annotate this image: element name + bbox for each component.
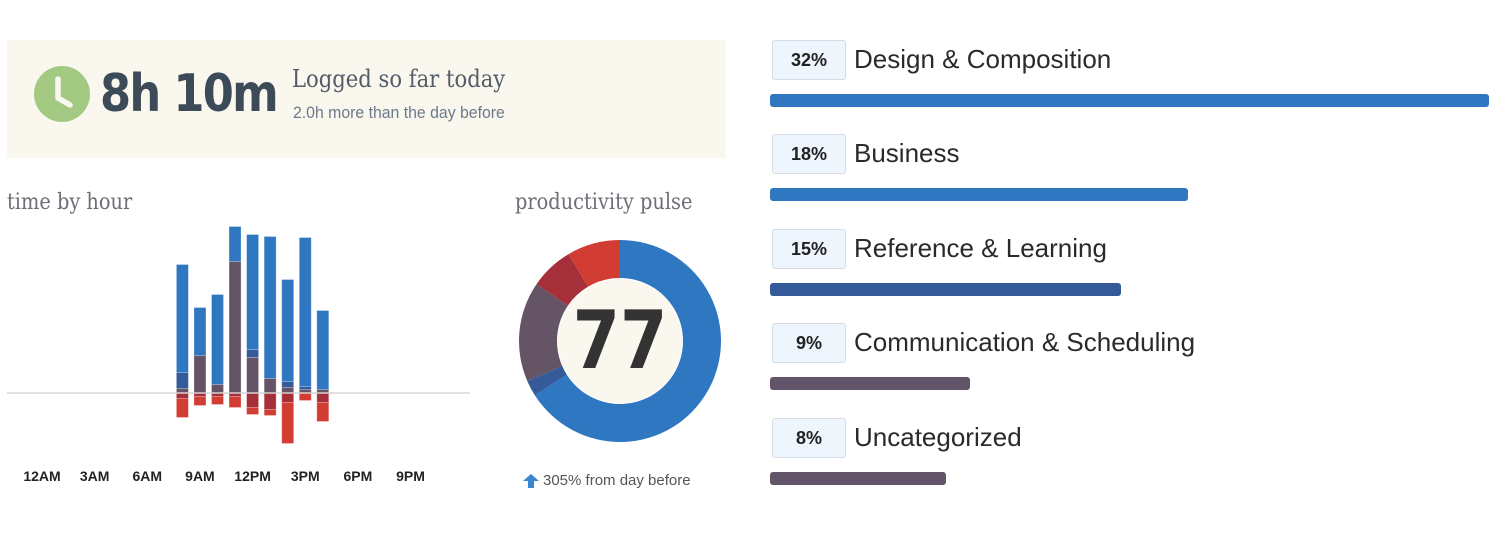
hour-axis-label: 6AM [132,468,163,484]
hour-axis-label: 9PM [396,468,425,484]
hour-bar-segment[interactable] [246,407,260,415]
hour-bar-segment[interactable] [263,378,277,393]
time-by-hour-title: time by hour [7,190,133,215]
logged-comparison: 2.0h more than the day before [293,103,505,122]
category-percent-badge: 18% [772,134,846,174]
arrow-up-icon [523,473,539,488]
hour-bar-segment[interactable] [316,389,330,393]
hour-axis-label: 3PM [290,468,320,484]
clock-icon [34,66,90,122]
category-item[interactable]: 32% Design & Composition [770,40,1495,130]
hour-axis-label: 3AM [79,468,110,484]
hour-bar-segment[interactable] [175,372,189,389]
hour-bar-segment[interactable] [211,396,224,405]
hour-bar-segment[interactable] [281,393,295,403]
hour-bar-segment[interactable] [246,357,260,393]
hour-bar-segment[interactable] [316,393,330,403]
hour-bar-segment[interactable] [211,294,224,385]
hour-axis-label: 12AM [23,468,61,484]
hour-bar-segment[interactable] [281,402,295,444]
hour-bar-segment[interactable] [175,398,189,418]
hour-axis-label: 9AM [185,468,215,484]
hour-bar-segment[interactable] [175,264,189,373]
pulse-segment[interactable] [534,240,721,442]
hour-bar-segment[interactable] [193,393,207,397]
time-by-hour-chart [7,226,470,444]
hour-bar-segment[interactable] [246,349,260,358]
category-label[interactable]: Reference & Learning [854,233,1107,263]
category-bar [770,472,946,485]
category-item[interactable]: 8% Uncategorized [770,418,1495,508]
hour-bar-segment[interactable] [263,393,277,410]
hour-bar-segment[interactable] [298,386,312,390]
hour-bar-segment[interactable] [246,234,260,350]
hour-bar-segment[interactable] [228,261,242,393]
hour-bar-segment[interactable] [211,384,224,393]
category-label[interactable]: Business [854,138,960,168]
category-bar [770,377,970,390]
logged-title: Logged so far today [292,65,506,93]
time-summary-panel: 8h 10m Logged so far today 2.0h more tha… [7,40,726,158]
hour-bar-segment[interactable] [246,393,260,408]
hour-bar-segment[interactable] [228,393,242,397]
pulse-score: 77 [572,294,668,387]
category-percent-badge: 15% [772,229,846,269]
hour-bar-segment[interactable] [175,388,189,393]
hour-bar-segment[interactable] [211,393,224,397]
category-label[interactable]: Communication & Scheduling [854,327,1196,357]
pulse-segment[interactable] [536,254,588,306]
pulse-segment[interactable] [568,240,620,287]
hour-axis-labels: 12AM 3AM 6AM 9AM 12PM 3PM 6PM 9PM [0,468,480,488]
pulse-center [558,279,682,403]
hour-bar-segment[interactable] [298,393,312,401]
category-label[interactable]: Design & Composition [854,44,1112,74]
hour-axis-label: 6PM [343,468,373,484]
category-percent-badge: 9% [772,323,846,363]
pulse-segment[interactable] [519,284,568,382]
hour-bar-segment[interactable] [193,355,207,393]
hour-bar-segment[interactable] [298,389,312,393]
pulse-change-text: 305% from day before [543,472,691,489]
hour-bar-segment[interactable] [281,387,295,393]
hour-bar-segment[interactable] [316,402,330,422]
category-bar [770,94,1489,107]
hour-bar-segment[interactable] [298,237,312,387]
category-bar [770,283,1121,296]
hour-bar-segment[interactable] [175,393,189,399]
hour-bar-segment[interactable] [228,226,242,262]
productivity-pulse-donut [519,240,721,442]
hour-axis-label: 12PM [234,468,271,484]
hour-bar-segment[interactable] [281,279,295,382]
pulse-segment[interactable] [527,366,567,396]
category-item[interactable]: 15% Reference & Learning [770,229,1495,319]
category-bar [770,188,1188,201]
total-time-logged: 8h 10m [100,64,279,124]
hour-bar-segment[interactable] [263,236,277,379]
category-percent-badge: 32% [772,40,846,80]
category-percent-badge: 8% [772,418,846,458]
hour-bar-segment[interactable] [193,396,207,406]
hour-bar-segment[interactable] [228,396,242,408]
hour-bar-segment[interactable] [281,381,295,388]
category-label[interactable]: Uncategorized [854,422,1022,452]
category-item[interactable]: 18% Business [770,134,1495,224]
category-item[interactable]: 9% Communication & Scheduling [770,323,1495,413]
pulse-change: 305% from day before [523,472,691,489]
productivity-pulse-title: productivity pulse [515,190,693,215]
hour-bar-segment[interactable] [263,409,277,416]
hour-bar-segment[interactable] [193,307,207,356]
hour-bar-segment[interactable] [316,310,330,390]
